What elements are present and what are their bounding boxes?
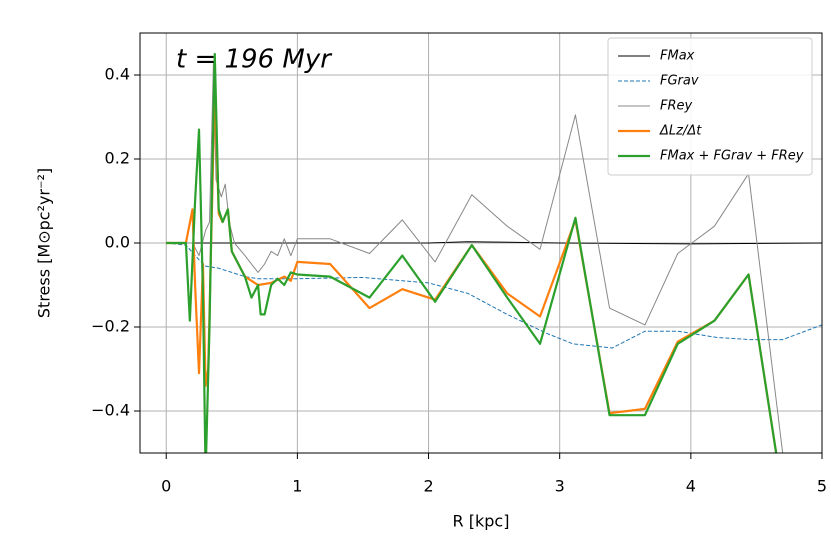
legend-label: FGrav (660, 74, 699, 89)
legend-label: ΔLz/Δt (659, 124, 702, 139)
series-line (166, 241, 822, 245)
x-tick-label: 3 (555, 477, 565, 496)
annotation: t = 196 Myr (176, 45, 333, 75)
y-tick-label: 0.0 (105, 233, 130, 252)
y-axis-label: Stress [M⊙pc²yr⁻²] (35, 168, 54, 318)
legend-label: FMax (660, 49, 695, 64)
y-tick-label: −0.4 (91, 401, 130, 420)
x-tick-label: 0 (161, 477, 171, 496)
x-tick-label: 4 (686, 477, 696, 496)
y-tick-label: 0.2 (105, 149, 130, 168)
y-tick-label: 0.4 (105, 65, 130, 84)
legend-label: FMax + FGrav + FRey (660, 149, 804, 164)
y-tick-label: −0.2 (91, 317, 130, 336)
series-line (166, 242, 822, 349)
legend-label: FRey (660, 99, 693, 114)
series-line (166, 52, 778, 453)
legend-box (607, 37, 813, 176)
x-tick-label: 5 (817, 477, 827, 496)
x-axis-label: R [kpc] (453, 512, 510, 531)
x-tick-label: 1 (292, 477, 302, 496)
x-tick-label: 2 (423, 477, 433, 496)
